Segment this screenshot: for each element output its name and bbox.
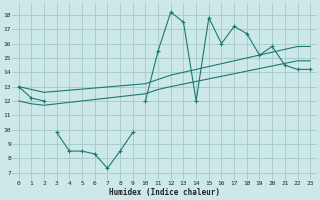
X-axis label: Humidex (Indice chaleur): Humidex (Indice chaleur) — [109, 188, 220, 197]
